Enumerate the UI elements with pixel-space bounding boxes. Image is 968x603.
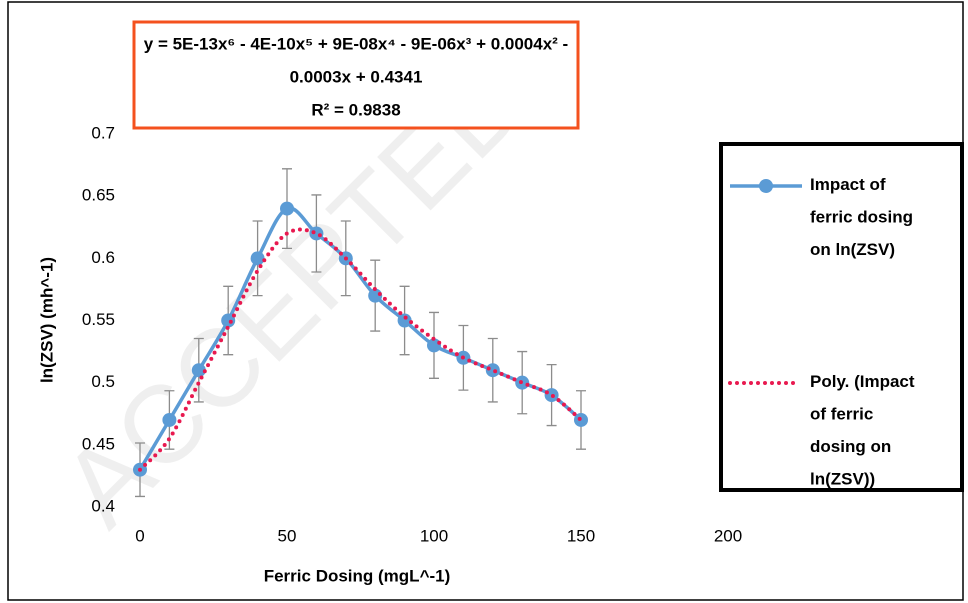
marker: [221, 313, 236, 328]
y-tick-label: 0.6: [91, 248, 115, 267]
x-tick-label: 0: [135, 526, 144, 545]
marker: [397, 313, 412, 328]
marker: [309, 226, 324, 241]
y-tick-label: 0.45: [82, 434, 115, 453]
marker: [250, 251, 265, 266]
equation-line: 0.0003x + 0.4341: [290, 67, 423, 86]
y-tick-label: 0.5: [91, 372, 115, 391]
equation-line: y = 5E-13x⁶ - 4E-10x⁵ + 9E-08x⁴ - 9E-06x…: [144, 34, 568, 53]
x-tick-label: 200: [714, 526, 742, 545]
y-tick-label: 0.7: [91, 123, 115, 142]
marker: [427, 338, 441, 353]
marker: [162, 412, 177, 427]
equation-box: [132, 20, 580, 130]
marker: [368, 288, 383, 303]
legend-label: Poly. (Impact of ferric dosing on ln(ZSV…: [810, 372, 919, 489]
x-axis-title: Ferric Dosing (mgL^-1): [264, 566, 451, 585]
legend-marker: [759, 179, 773, 193]
equation-line: R² = 0.9838: [311, 100, 400, 119]
y-axis-title: ln(ZSV) (mh^-1): [37, 257, 56, 383]
series-line: [138, 227, 583, 472]
y-tick-label: 0.65: [82, 186, 115, 205]
y-tick-label: 0.55: [82, 310, 115, 329]
legend-box: [719, 142, 964, 492]
legend-label: Impact of ferric dosing on ln(ZSV): [810, 175, 918, 259]
x-tick-label: 50: [278, 526, 297, 545]
y-tick-label: 0.4: [91, 496, 115, 515]
marker: [191, 363, 206, 378]
x-tick-label: 150: [567, 526, 595, 545]
x-tick-label: 100: [420, 526, 448, 545]
marker: [280, 201, 294, 216]
